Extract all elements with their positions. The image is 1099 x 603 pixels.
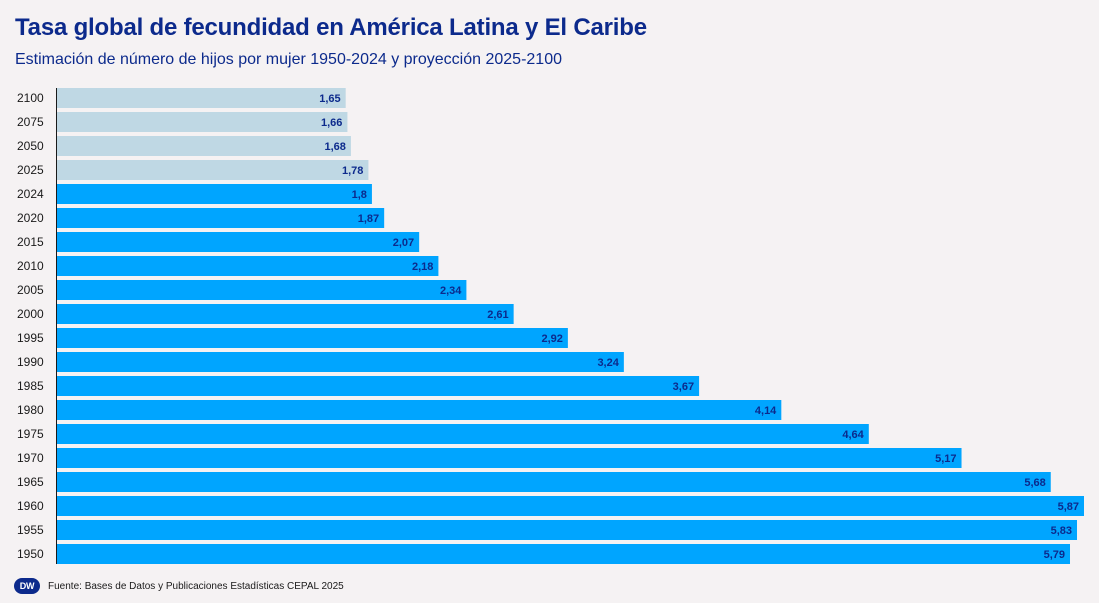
bar-1995 — [57, 328, 568, 348]
category-label-2024: 2024 — [17, 187, 44, 201]
category-label-1975: 1975 — [17, 427, 44, 441]
bar-2100 — [57, 88, 346, 108]
value-label-1975: 4,64 — [842, 429, 864, 441]
category-label-1980: 1980 — [17, 403, 44, 417]
value-label-2100: 1,65 — [319, 93, 340, 105]
bar-1965 — [57, 472, 1051, 492]
value-label-1990: 3,24 — [597, 357, 619, 369]
bar-1975 — [57, 424, 869, 444]
chart-title: Tasa global de fecundidad en América Lat… — [15, 14, 647, 41]
bar-2024 — [57, 184, 372, 204]
value-label-1995: 2,92 — [541, 333, 562, 345]
bar-2000 — [57, 304, 514, 324]
value-label-1955: 5,83 — [1051, 525, 1072, 537]
footer: DW Fuente: Bases de Datos y Publicacione… — [14, 577, 344, 595]
chart-subtitle: Estimación de número de hijos por mujer … — [15, 51, 562, 68]
category-label-1985: 1985 — [17, 379, 44, 393]
category-label-2005: 2005 — [17, 283, 44, 297]
value-label-2024: 1,8 — [352, 189, 367, 201]
source-note: Fuente: Bases de Datos y Publicaciones E… — [48, 580, 344, 592]
category-label-1955: 1955 — [17, 523, 44, 537]
category-label-2100: 2100 — [17, 91, 44, 105]
bar-1970 — [57, 448, 962, 468]
bar-1985 — [57, 376, 700, 396]
value-label-1980: 4,14 — [755, 405, 777, 417]
bar-2050 — [57, 136, 351, 156]
bar-2020 — [57, 208, 385, 228]
category-label-2020: 2020 — [17, 211, 44, 225]
bar-1955 — [57, 520, 1078, 540]
value-label-2010: 2,18 — [412, 261, 433, 273]
category-label-1995: 1995 — [17, 331, 44, 345]
category-label-2000: 2000 — [17, 307, 44, 321]
category-label-1990: 1990 — [17, 355, 44, 369]
category-label-1965: 1965 — [17, 475, 44, 489]
bar-1950 — [57, 544, 1071, 564]
bar-2075 — [57, 112, 348, 132]
category-label-1950: 1950 — [17, 547, 44, 561]
category-label-2025: 2025 — [17, 163, 44, 177]
value-label-2050: 1,68 — [325, 141, 346, 153]
value-label-2015: 2,07 — [393, 237, 414, 249]
bar-2005 — [57, 280, 467, 300]
category-label-2075: 2075 — [17, 115, 44, 129]
bar-1990 — [57, 352, 624, 372]
category-label-1960: 1960 — [17, 499, 44, 513]
bar-1960 — [57, 496, 1084, 516]
value-label-2005: 2,34 — [440, 285, 462, 297]
bar-1980 — [57, 400, 782, 420]
bar-2015 — [57, 232, 420, 252]
bar-2010 — [57, 256, 439, 276]
bar-2025 — [57, 160, 369, 180]
value-label-2025: 1,78 — [342, 165, 363, 177]
value-label-1950: 5,79 — [1044, 549, 1065, 561]
value-label-2000: 2,61 — [487, 309, 508, 321]
value-label-1985: 3,67 — [673, 381, 694, 393]
category-label-2050: 2050 — [17, 139, 44, 153]
value-label-2020: 1,87 — [358, 213, 379, 225]
dw-logo: DW — [14, 578, 40, 594]
value-label-1960: 5,87 — [1058, 501, 1079, 513]
category-label-1970: 1970 — [17, 451, 44, 465]
value-label-2075: 1,66 — [321, 117, 342, 129]
value-label-1965: 5,68 — [1024, 477, 1045, 489]
value-label-1970: 5,17 — [935, 453, 956, 465]
category-label-2010: 2010 — [17, 259, 44, 273]
category-label-2015: 2015 — [17, 235, 44, 249]
